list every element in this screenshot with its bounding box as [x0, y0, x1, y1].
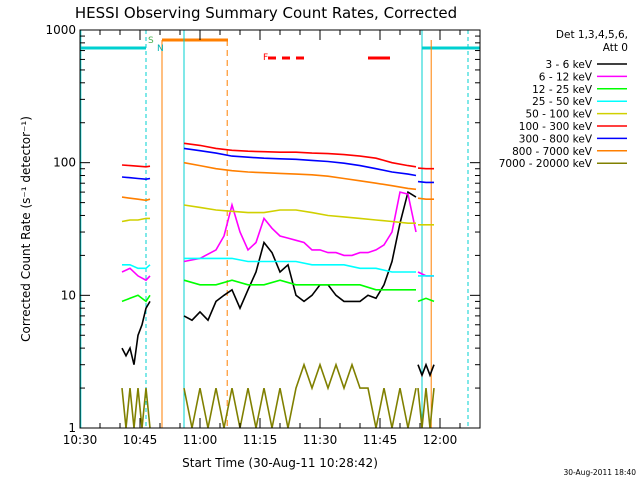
series-line-4-1 — [183, 204, 416, 224]
x-axis-label: Start Time (30-Aug-11 10:28:42) — [182, 456, 378, 470]
series-line-6-1 — [183, 147, 417, 177]
legend-label: 7000 - 20000 keV — [499, 158, 593, 170]
series-line-3-0 — [122, 264, 151, 270]
series-line-1-0 — [121, 267, 151, 282]
series-line-6-2 — [417, 180, 434, 184]
y-axis: 1 10 100 1000 — [45, 23, 480, 435]
series-line-7-2 — [417, 197, 434, 200]
series-line-1-1 — [183, 191, 417, 263]
series-line-8-0 — [121, 388, 151, 429]
x-tick-label: 11:45 — [363, 433, 398, 447]
x-tick-label: 11:00 — [183, 433, 218, 447]
y-tick-label: 100 — [53, 156, 76, 170]
series-line-5-2 — [417, 167, 434, 170]
series-line-5-1 — [183, 142, 417, 168]
y-tick-label: 1000 — [45, 23, 76, 37]
legend-label: 100 - 300 keV — [519, 121, 593, 133]
series-line-2-0 — [121, 294, 151, 303]
series-line-0-1 — [183, 190, 417, 322]
x-axis: 10:30 10:45 11:00 11:15 11:30 11:45 12:00 — [63, 30, 481, 447]
series-line-7-1 — [183, 161, 417, 191]
x-tick-label: 11:15 — [243, 433, 278, 447]
y-tick-label: 1 — [68, 421, 76, 435]
legend-label: 800 - 7000 keV — [512, 146, 593, 158]
series-line-0-0 — [121, 300, 151, 365]
legend-label: 300 - 800 keV — [519, 133, 593, 145]
x-tick-label: 11:30 — [303, 433, 338, 447]
y-tick-label: 10 — [61, 288, 76, 302]
legend-header-line-2: Att 0 — [603, 42, 628, 54]
y-axis-label: Corrected Count Rate (s⁻¹ detector⁻¹) — [19, 116, 33, 342]
series-line-6-0 — [121, 176, 151, 181]
series-line-4-0 — [121, 217, 150, 223]
timestamp: 30-Aug-2011 18:40 — [563, 468, 636, 477]
flag-lines — [80, 30, 480, 428]
legend-label: 50 - 100 keV — [525, 109, 592, 121]
x-tick-label: 10:30 — [63, 433, 98, 447]
series-line-3-1 — [184, 257, 416, 273]
series-line-8-2 — [417, 388, 435, 429]
legend-label: 6 - 12 keV — [539, 71, 593, 83]
legend-header-line-1: Det 1,3,4,5,6, — [556, 29, 628, 41]
series-line-8-1 — [183, 362, 417, 429]
flag-label-flare: F — [263, 53, 268, 63]
x-tick-label: 12:00 — [423, 433, 458, 447]
series-line-5-0 — [121, 164, 151, 168]
chart-title: HESSI Observing Summary Count Rates, Cor… — [75, 4, 457, 22]
legend-label: 12 - 25 keV — [532, 84, 593, 96]
x-tick-label: 10:45 — [123, 433, 158, 447]
flag-label-night: N — [157, 44, 164, 54]
series-line-2-2 — [417, 297, 435, 303]
legend-label: 25 - 50 keV — [532, 96, 593, 108]
series-line-2-1 — [183, 279, 416, 291]
series-line-0-2 — [417, 362, 435, 378]
plot-series — [121, 142, 435, 429]
legend-label: 3 - 6 keV — [545, 59, 592, 71]
flag-label-saa: S — [148, 36, 154, 46]
series-line-7-0 — [121, 196, 151, 202]
